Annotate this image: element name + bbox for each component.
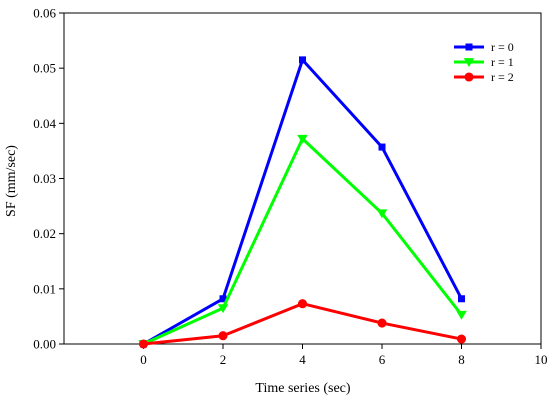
- x-axis-title: Time series (sec): [255, 381, 350, 396]
- y-tick-label: 0.06: [33, 6, 56, 21]
- x-tick-label: 8: [458, 352, 465, 367]
- legend-item: r = 2: [454, 70, 514, 84]
- data-point: [138, 339, 149, 349]
- series-1: [138, 134, 467, 349]
- data-point: [217, 304, 229, 314]
- data-point: [377, 318, 387, 328]
- y-axis-title: SF (mm/sec): [4, 145, 19, 217]
- series-layer: [138, 56, 467, 349]
- x-tick-label: 0: [140, 352, 147, 367]
- x-tick-label: 2: [220, 352, 227, 367]
- axes: 0 2 4 6 8 10 0.00 0.01 0.02 0.03 0.04 0.05 0.06: [33, 6, 547, 368]
- legend: r = 0r = 1r = 2: [454, 40, 514, 84]
- x-tick-label: 10: [535, 352, 548, 367]
- y-tick-label: 0.00: [33, 337, 56, 352]
- y-tick-label: 0.02: [33, 226, 56, 241]
- legend-item: r = 1: [454, 55, 514, 69]
- data-point: [297, 134, 308, 144]
- y-tick-label: 0.05: [33, 61, 56, 76]
- legend-label: r = 1: [491, 55, 514, 69]
- x-tick-label: 4: [299, 352, 306, 367]
- data-point: [456, 334, 467, 344]
- data-point: [297, 299, 308, 309]
- legend-label: r = 0: [491, 40, 514, 54]
- data-point: [458, 295, 465, 303]
- y-tick-label: 0.03: [33, 171, 56, 186]
- series-line: [142, 137, 463, 346]
- data-point: [219, 295, 227, 303]
- legend-swatch-marker: [463, 58, 475, 67]
- legend-item: r = 0: [454, 40, 514, 54]
- data-point: [378, 143, 386, 151]
- legend-swatch-marker: [465, 43, 473, 51]
- data-point: [456, 310, 467, 320]
- data-point: [218, 331, 228, 341]
- series-2: [138, 299, 467, 349]
- y-tick-label: 0.01: [33, 281, 56, 296]
- legend-label: r = 2: [491, 70, 514, 84]
- x-tick-label: 6: [379, 352, 386, 367]
- y-tick-label: 0.04: [33, 116, 56, 131]
- data-point: [376, 209, 388, 219]
- legend-swatch-marker: [464, 72, 474, 82]
- data-point: [299, 56, 306, 64]
